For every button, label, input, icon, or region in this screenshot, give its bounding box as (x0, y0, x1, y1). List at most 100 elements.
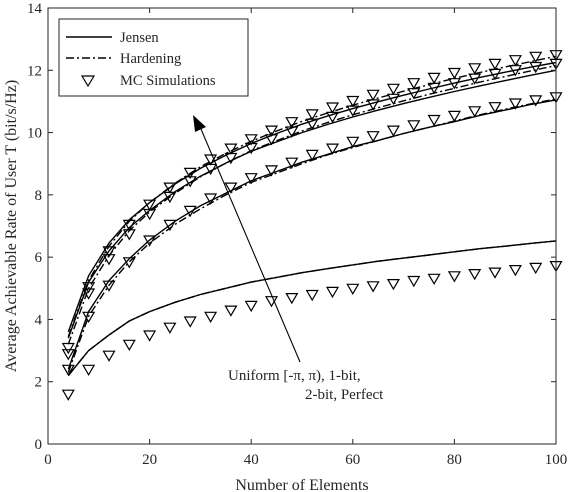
mc-point-perfect (488, 58, 502, 71)
mc-point-1-bit (325, 143, 340, 155)
mc-point-perfect (468, 63, 482, 75)
legend-mc-marker (80, 75, 96, 88)
mc-point-uniform (204, 311, 218, 323)
x-tick-label: 40 (244, 452, 259, 468)
x-tick-label: 60 (345, 452, 360, 468)
legend: Jensen Hardening MC Simulations (58, 18, 249, 97)
mc-point-uniform (427, 273, 441, 285)
hardening-line-uniform (67, 240, 557, 376)
mc-point-perfect (102, 246, 116, 258)
mc-point-perfect (346, 95, 360, 108)
mc-point-perfect (82, 282, 96, 294)
y-tick-label: 8 (35, 188, 43, 204)
mc-point-perfect (508, 55, 522, 67)
mc-point-uniform (285, 293, 299, 305)
mc-point-uniform (143, 330, 157, 342)
hardening-line-2-bit (67, 64, 557, 345)
mc-point-1-bit (102, 280, 116, 292)
mc-point-uniform (102, 350, 116, 362)
mc-point-uniform (163, 322, 177, 334)
mc-point-perfect (244, 134, 258, 146)
mc-point-1-bit (305, 149, 319, 162)
mc-point-1-bit (224, 182, 238, 194)
mc-point-uniform (346, 283, 360, 295)
mc-point-perfect (224, 143, 238, 155)
legend-hardening-label: Hardening (120, 51, 181, 67)
annotation-arrowhead (193, 115, 206, 132)
mc-point-1-bit (143, 235, 157, 247)
mc-point-1-bit (82, 311, 96, 323)
y-tick-label: 10 (27, 126, 42, 142)
mc-point-1-bit (122, 257, 136, 269)
x-tick-label: 20 (142, 452, 157, 468)
mc-point-1-bit (346, 136, 360, 148)
mc-point-uniform (407, 275, 421, 288)
y-tick-label: 12 (27, 63, 42, 79)
mc-point-1-bit (244, 173, 258, 185)
mc-point-uniform (183, 316, 197, 328)
mc-point-1-bit (204, 193, 218, 205)
mc-point-perfect (204, 154, 218, 166)
mc-point-1-bit (366, 131, 380, 143)
y-tick-label: 6 (35, 250, 43, 266)
mc-point-perfect (325, 102, 340, 114)
mc-point-1-bit (508, 98, 522, 110)
mc-point-1-bit (285, 157, 299, 169)
mc-point-uniform (224, 305, 238, 317)
mc-point-uniform (488, 267, 502, 279)
mc-point-perfect (285, 117, 299, 129)
mc-point-perfect (143, 199, 157, 211)
hardening-line-1-bit (67, 98, 557, 373)
mc-point-uniform (529, 262, 543, 275)
mc-point-perfect (386, 83, 400, 95)
annotation-line-2: 2-bit, Perfect (305, 387, 384, 403)
jensen-line-perfect (67, 61, 557, 333)
mc-point-uniform (82, 364, 96, 376)
mc-point-1-bit (407, 120, 421, 132)
annotation-arrow-shaft (197, 121, 301, 363)
mc-point-perfect (427, 72, 441, 85)
annotation: Uniform [-π, π), 1-bit, 2-bit, Perfect (193, 115, 384, 403)
mc-point-uniform (468, 269, 482, 281)
mc-point-uniform (508, 265, 522, 277)
mc-point-2-bit (61, 349, 75, 361)
mc-point-1-bit (61, 364, 75, 376)
mc-point-perfect (366, 89, 380, 101)
plot-frame (47, 7, 557, 445)
mc-point-2-bit (102, 254, 116, 266)
mc-point-perfect (529, 51, 543, 63)
mc-point-uniform (325, 286, 340, 299)
mc-point-perfect (163, 182, 177, 194)
x-axis-label: Number of Elements (235, 477, 368, 492)
mc-point-perfect (264, 125, 279, 137)
y-axis-label: Average Achievable Rate of User T (bit/s… (3, 80, 20, 372)
y-tick-label: 14 (27, 1, 43, 17)
mc-point-2-bit (82, 288, 96, 300)
mc-point-uniform (122, 339, 136, 351)
jensen-line-2-bit (67, 69, 557, 339)
mc-point-uniform (447, 271, 461, 283)
mc-point-perfect (122, 219, 136, 232)
mc-point-1-bit (468, 106, 482, 118)
mc-point-perfect (305, 109, 319, 121)
mc-point-1-bit (427, 114, 441, 127)
mc-point-uniform (386, 279, 400, 291)
mc-point-uniform (61, 389, 75, 401)
annotation-line-1: Uniform [-π, π), 1-bit, (228, 368, 361, 384)
mc-point-uniform (366, 281, 380, 293)
mc-point-1-bit (488, 102, 502, 114)
mc-point-uniform (305, 289, 319, 302)
y-axis-ticks: 0 2 4 6 8 10 12 14 (27, 1, 556, 453)
x-tick-label: 80 (447, 452, 462, 468)
x-tick-label: 100 (545, 452, 568, 468)
mc-point-1-bit (183, 205, 197, 218)
mc-point-perfect (61, 342, 75, 355)
legend-jensen-label: Jensen (120, 30, 159, 46)
mc-point-1-bit (447, 110, 461, 123)
markers-layer (61, 50, 563, 401)
legend-box (58, 18, 249, 97)
y-tick-label: 4 (35, 312, 43, 328)
y-tick-label: 0 (35, 437, 43, 453)
legend-mc-label: MC Simulations (120, 73, 216, 89)
